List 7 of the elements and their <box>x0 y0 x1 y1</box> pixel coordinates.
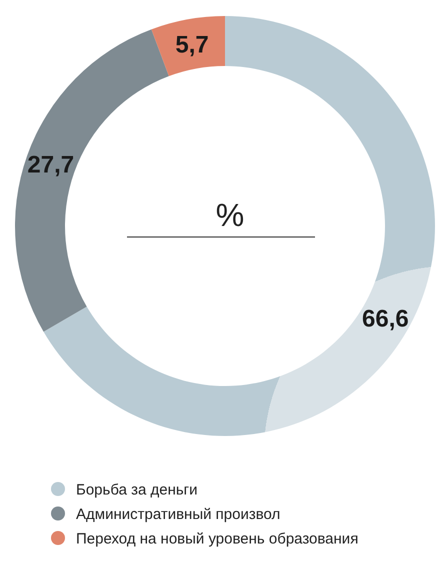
data-label: 5,7 <box>175 31 209 58</box>
legend-label: Административный произвол <box>76 506 280 523</box>
legend-label: Переход на новый уровень образования <box>76 530 358 548</box>
legend-label: Борьба за деньги <box>76 481 198 498</box>
data-label: 27,7 <box>27 151 74 178</box>
text: % <box>216 197 244 233</box>
data-label: 66,6 <box>362 306 409 333</box>
